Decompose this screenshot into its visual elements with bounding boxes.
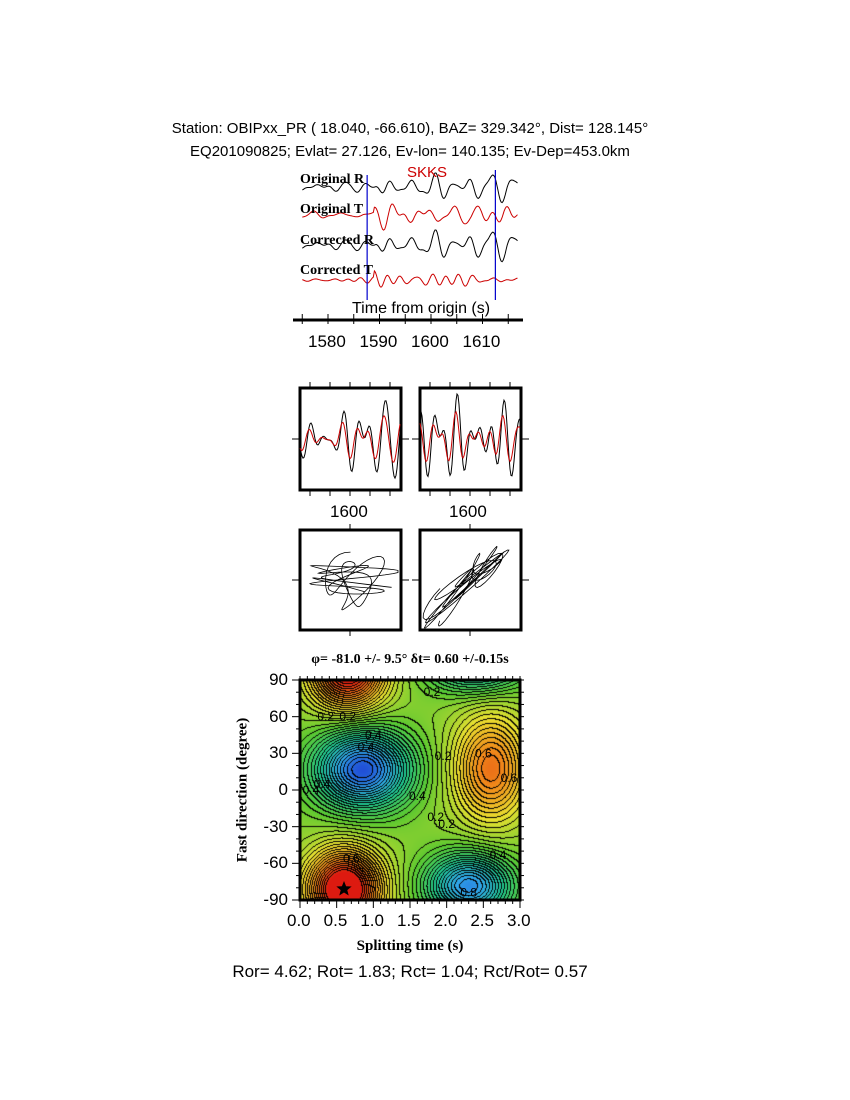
contour-label: 0.2 — [424, 685, 441, 699]
contour-label: 0.8 — [460, 886, 477, 900]
time-tick-label: 1580 — [308, 332, 346, 351]
fast-component-corrected — [419, 392, 521, 478]
contour-label: 0.2 — [339, 710, 356, 724]
energy-contour-map — [300, 680, 520, 900]
time-tick-label: 1600 — [411, 332, 449, 351]
panel-xtick-left: 1600 — [330, 502, 368, 521]
particle-motion-original — [308, 551, 399, 611]
event-info: EQ201090825; Evlat= 27.126, Ev-lon= 140.… — [190, 143, 630, 160]
grid-y-label: Fast direction (degree) — [234, 717, 251, 863]
trace-original-t — [302, 203, 518, 231]
grid-search-title: φ= -81.0 +/- 9.5° δt= 0.60 +/-0.15s — [311, 652, 509, 667]
particle-motion-corrected — [422, 545, 510, 629]
grid-x-label: Splitting time (s) — [356, 938, 464, 954]
grid-y-tick-label: 90 — [269, 670, 288, 689]
trace-original-r — [302, 172, 518, 204]
contour-label: 0.6 — [343, 851, 360, 865]
slow-component-original — [299, 414, 401, 463]
station-info: Station: OBIPxx_PR ( 18.040, -66.610), B… — [171, 120, 649, 137]
grid-y-tick-label: 30 — [269, 743, 288, 763]
contour-label: 0.4 — [358, 740, 375, 754]
contour-label: 0.2 — [438, 817, 455, 831]
contour-label: 0.4 — [303, 783, 320, 797]
grid-y-tick-label: -90 — [263, 890, 288, 909]
contour-label: 0.6 — [475, 746, 492, 760]
trace-corrected-r — [302, 229, 518, 263]
fast-component-original — [299, 400, 401, 480]
grid-x-tick-label: 2.5 — [470, 911, 494, 930]
grid-x-tick-label: 2.0 — [433, 911, 458, 930]
time-axis-label: Time from origin (s) — [352, 300, 491, 317]
contour-label: 0.2 — [317, 710, 334, 724]
trace-label-original-r: Original R — [300, 172, 365, 187]
best-fit-star-icon — [336, 881, 352, 896]
grid-y-tick-label: -30 — [263, 816, 288, 836]
contour-label: 0.4 — [314, 777, 331, 791]
panel-xtick-right: 1600 — [449, 502, 487, 521]
trace-corrected-t — [302, 269, 518, 288]
slow-component-corrected — [419, 410, 521, 463]
contour-label: 0.6 — [501, 771, 518, 785]
trace-label-original-t: Original T — [300, 202, 364, 217]
contour-label: 0.4 — [409, 789, 426, 803]
grid-x-tick-label: 0.0 — [287, 911, 311, 930]
grid-x-tick-label: 0.5 — [323, 911, 348, 930]
contour-label: 0.4 — [365, 728, 382, 742]
grid-x-tick-label: 1.5 — [397, 911, 421, 930]
grid-y-tick-label: 0 — [278, 780, 288, 799]
grid-x-tick-label: 1.0 — [360, 911, 384, 930]
phase-label: SKKS — [407, 164, 448, 181]
trace-label-corrected-t: Corrected T — [300, 263, 373, 278]
grid-y-tick-label: -60 — [263, 853, 288, 873]
contour-label: 0.2 — [427, 810, 444, 824]
contour-label: 0.2 — [435, 749, 452, 763]
time-tick-label: 1590 — [359, 332, 398, 351]
quality-ratios: Ror= 4.62; Rot= 1.83; Rct= 1.04; Rct/Rot… — [232, 962, 588, 981]
grid-x-tick-label: 3.0 — [507, 911, 531, 930]
time-tick-label: 1610 — [462, 332, 501, 351]
contour-label: 0.4 — [490, 848, 507, 862]
trace-label-corrected-r: Corrected R — [300, 233, 374, 248]
grid-y-tick-label: 60 — [269, 706, 288, 726]
